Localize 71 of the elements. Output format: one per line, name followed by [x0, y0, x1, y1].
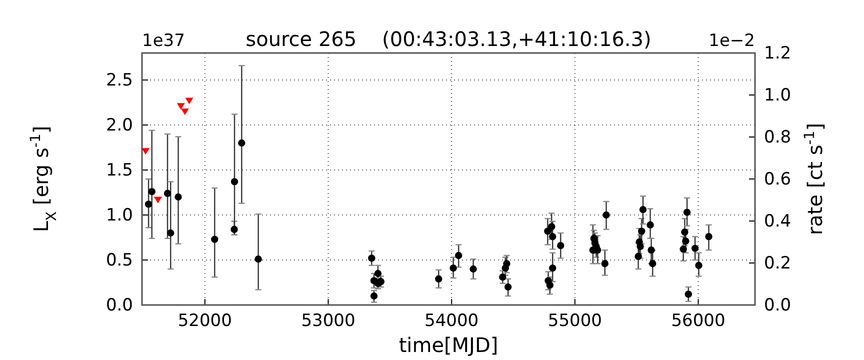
- point: [557, 242, 564, 250]
- point: [455, 252, 462, 260]
- point: [148, 188, 156, 196]
- y-tick-label: 2.0: [106, 115, 133, 136]
- point: [503, 260, 510, 268]
- point: [683, 208, 691, 216]
- point: [682, 238, 690, 245]
- point: [634, 252, 642, 260]
- point: [549, 233, 556, 240]
- point: [499, 274, 506, 281]
- x-tick-label: 54000: [424, 311, 479, 332]
- point: [636, 242, 644, 250]
- point: [648, 246, 655, 254]
- point: [142, 148, 150, 155]
- point: [680, 246, 687, 253]
- y2-tick-label: 0.4: [764, 211, 792, 232]
- point: [185, 98, 194, 104]
- point: [646, 221, 654, 228]
- y2-tick-label: 0.2: [764, 253, 792, 274]
- text: 1e−2: [708, 31, 755, 51]
- y2-tick-label: 0.8: [764, 127, 792, 148]
- point: [180, 108, 189, 115]
- point: [681, 228, 688, 236]
- point: [450, 264, 457, 272]
- point: [435, 275, 442, 282]
- chart-title: source 265 (00:43:03.13,+41:10:16.3): [246, 27, 652, 51]
- point: [470, 265, 477, 273]
- point: [639, 206, 647, 214]
- y-tick-label: 1.0: [106, 205, 133, 226]
- text: 1e37: [142, 31, 185, 51]
- y-tick-label: 0.5: [106, 250, 133, 270]
- y-tick-label: 1.5: [106, 160, 133, 180]
- point: [144, 200, 152, 208]
- point: [601, 260, 608, 268]
- point: [238, 139, 246, 147]
- point: [594, 246, 602, 254]
- x-tick-label: 56000: [671, 311, 726, 332]
- point: [176, 103, 185, 110]
- y-tick-label: 0.0: [106, 295, 133, 316]
- point: [549, 264, 556, 272]
- point: [548, 223, 556, 230]
- point: [649, 260, 656, 268]
- y-tick-label: 2.5: [106, 70, 133, 90]
- y2-tick-label: 0.0: [764, 295, 792, 316]
- point: [684, 290, 692, 298]
- point: [174, 193, 182, 201]
- point: [230, 226, 238, 233]
- point: [504, 283, 512, 291]
- x-tick-label: 52000: [178, 311, 232, 332]
- point: [638, 228, 646, 235]
- x-tick-label: 55000: [548, 311, 602, 332]
- point: [164, 190, 172, 197]
- x-tick-label: 53000: [301, 311, 356, 332]
- y2-tick-label: 0.6: [764, 169, 792, 190]
- x-axis-title: time[MJD]: [398, 333, 498, 357]
- y2-tick-label: 1.0: [764, 85, 792, 106]
- point: [374, 270, 382, 278]
- point: [377, 278, 385, 286]
- point: [167, 229, 174, 237]
- point: [602, 211, 610, 219]
- point: [546, 282, 554, 289]
- point: [695, 262, 702, 269]
- point: [691, 244, 699, 252]
- point: [705, 233, 712, 240]
- y2-tick-label: 1.2: [764, 43, 792, 64]
- point: [544, 228, 552, 235]
- point: [368, 254, 376, 262]
- point: [230, 178, 238, 186]
- point: [211, 236, 218, 243]
- point: [154, 196, 162, 204]
- point: [254, 256, 262, 263]
